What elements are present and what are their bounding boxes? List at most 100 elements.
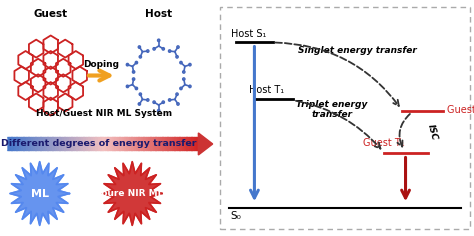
FancyArrowPatch shape bbox=[275, 42, 399, 106]
Text: Doping: Doping bbox=[83, 60, 119, 69]
Bar bbox=[38, 137, 41, 151]
Bar bbox=[196, 137, 199, 151]
Text: Guest S₁: Guest S₁ bbox=[447, 105, 474, 115]
Bar bbox=[124, 137, 127, 151]
Polygon shape bbox=[102, 162, 162, 225]
Bar bbox=[170, 137, 173, 151]
Bar bbox=[131, 137, 134, 151]
Bar bbox=[7, 137, 9, 151]
Text: Host: Host bbox=[145, 9, 172, 19]
Bar bbox=[31, 137, 34, 151]
Bar bbox=[138, 137, 141, 151]
Text: S₀: S₀ bbox=[230, 211, 241, 221]
Bar bbox=[93, 137, 96, 151]
Bar bbox=[40, 137, 43, 151]
FancyArrowPatch shape bbox=[296, 101, 381, 149]
Bar bbox=[122, 137, 125, 151]
Bar bbox=[100, 137, 103, 151]
Bar bbox=[79, 137, 82, 151]
Bar bbox=[71, 137, 74, 151]
Text: pure NIR ML: pure NIR ML bbox=[101, 189, 164, 198]
Bar bbox=[81, 137, 84, 151]
Bar bbox=[141, 137, 144, 151]
Bar bbox=[155, 137, 158, 151]
Text: ML: ML bbox=[31, 189, 49, 198]
Bar bbox=[148, 137, 151, 151]
Bar bbox=[18, 137, 21, 151]
Bar bbox=[105, 137, 108, 151]
FancyArrowPatch shape bbox=[397, 114, 410, 147]
Bar bbox=[127, 137, 129, 151]
Text: Different degrees of energy transfer: Different degrees of energy transfer bbox=[1, 139, 197, 148]
Bar bbox=[33, 137, 36, 151]
Text: Singlet energy transfer: Singlet energy transfer bbox=[298, 46, 417, 55]
Bar bbox=[143, 137, 146, 151]
Bar bbox=[47, 137, 50, 151]
Bar bbox=[146, 137, 148, 151]
Text: Triplet energy
transfer: Triplet energy transfer bbox=[296, 100, 368, 119]
Bar bbox=[9, 137, 12, 151]
Bar bbox=[109, 137, 112, 151]
Bar bbox=[50, 137, 53, 151]
Bar bbox=[69, 137, 72, 151]
Bar bbox=[174, 137, 177, 151]
Bar bbox=[23, 137, 26, 151]
Polygon shape bbox=[199, 133, 213, 155]
Bar bbox=[134, 137, 137, 151]
Bar bbox=[163, 137, 165, 151]
Bar bbox=[160, 137, 163, 151]
Bar bbox=[136, 137, 139, 151]
Bar bbox=[191, 137, 194, 151]
Text: Host S₁: Host S₁ bbox=[231, 29, 266, 38]
Bar bbox=[16, 137, 19, 151]
Bar bbox=[98, 137, 100, 151]
Text: Guest: Guest bbox=[34, 9, 68, 19]
Bar bbox=[193, 137, 196, 151]
Bar bbox=[102, 137, 105, 151]
Polygon shape bbox=[10, 162, 69, 225]
FancyBboxPatch shape bbox=[219, 7, 470, 229]
Bar bbox=[91, 137, 93, 151]
Bar bbox=[21, 137, 24, 151]
Bar bbox=[172, 137, 175, 151]
Bar bbox=[167, 137, 170, 151]
Bar bbox=[83, 137, 86, 151]
Bar bbox=[153, 137, 155, 151]
Bar bbox=[119, 137, 122, 151]
Bar bbox=[57, 137, 60, 151]
Bar bbox=[43, 137, 46, 151]
Bar bbox=[158, 137, 161, 151]
Bar bbox=[11, 137, 14, 151]
Bar bbox=[52, 137, 55, 151]
Polygon shape bbox=[0, 137, 7, 151]
Text: ISC: ISC bbox=[426, 123, 439, 141]
Text: Guest T₁: Guest T₁ bbox=[363, 139, 404, 148]
Bar bbox=[55, 137, 57, 151]
Bar bbox=[28, 137, 31, 151]
Bar bbox=[112, 137, 115, 151]
Bar bbox=[117, 137, 120, 151]
Bar bbox=[186, 137, 189, 151]
Bar bbox=[165, 137, 168, 151]
Bar bbox=[95, 137, 98, 151]
Bar bbox=[45, 137, 48, 151]
Bar bbox=[66, 137, 69, 151]
Bar bbox=[107, 137, 110, 151]
Bar bbox=[74, 137, 77, 151]
Bar bbox=[36, 137, 38, 151]
Bar bbox=[88, 137, 91, 151]
Bar bbox=[62, 137, 64, 151]
Bar bbox=[129, 137, 132, 151]
Text: Host T₁: Host T₁ bbox=[249, 85, 284, 95]
Text: Host/Guest NIR ML System: Host/Guest NIR ML System bbox=[36, 109, 172, 118]
Bar bbox=[184, 137, 187, 151]
Bar bbox=[76, 137, 79, 151]
Bar bbox=[59, 137, 62, 151]
Bar bbox=[189, 137, 191, 151]
Bar bbox=[177, 137, 180, 151]
Bar bbox=[14, 137, 17, 151]
Bar bbox=[182, 137, 184, 151]
Bar bbox=[26, 137, 28, 151]
Bar bbox=[115, 137, 117, 151]
Bar bbox=[150, 137, 153, 151]
